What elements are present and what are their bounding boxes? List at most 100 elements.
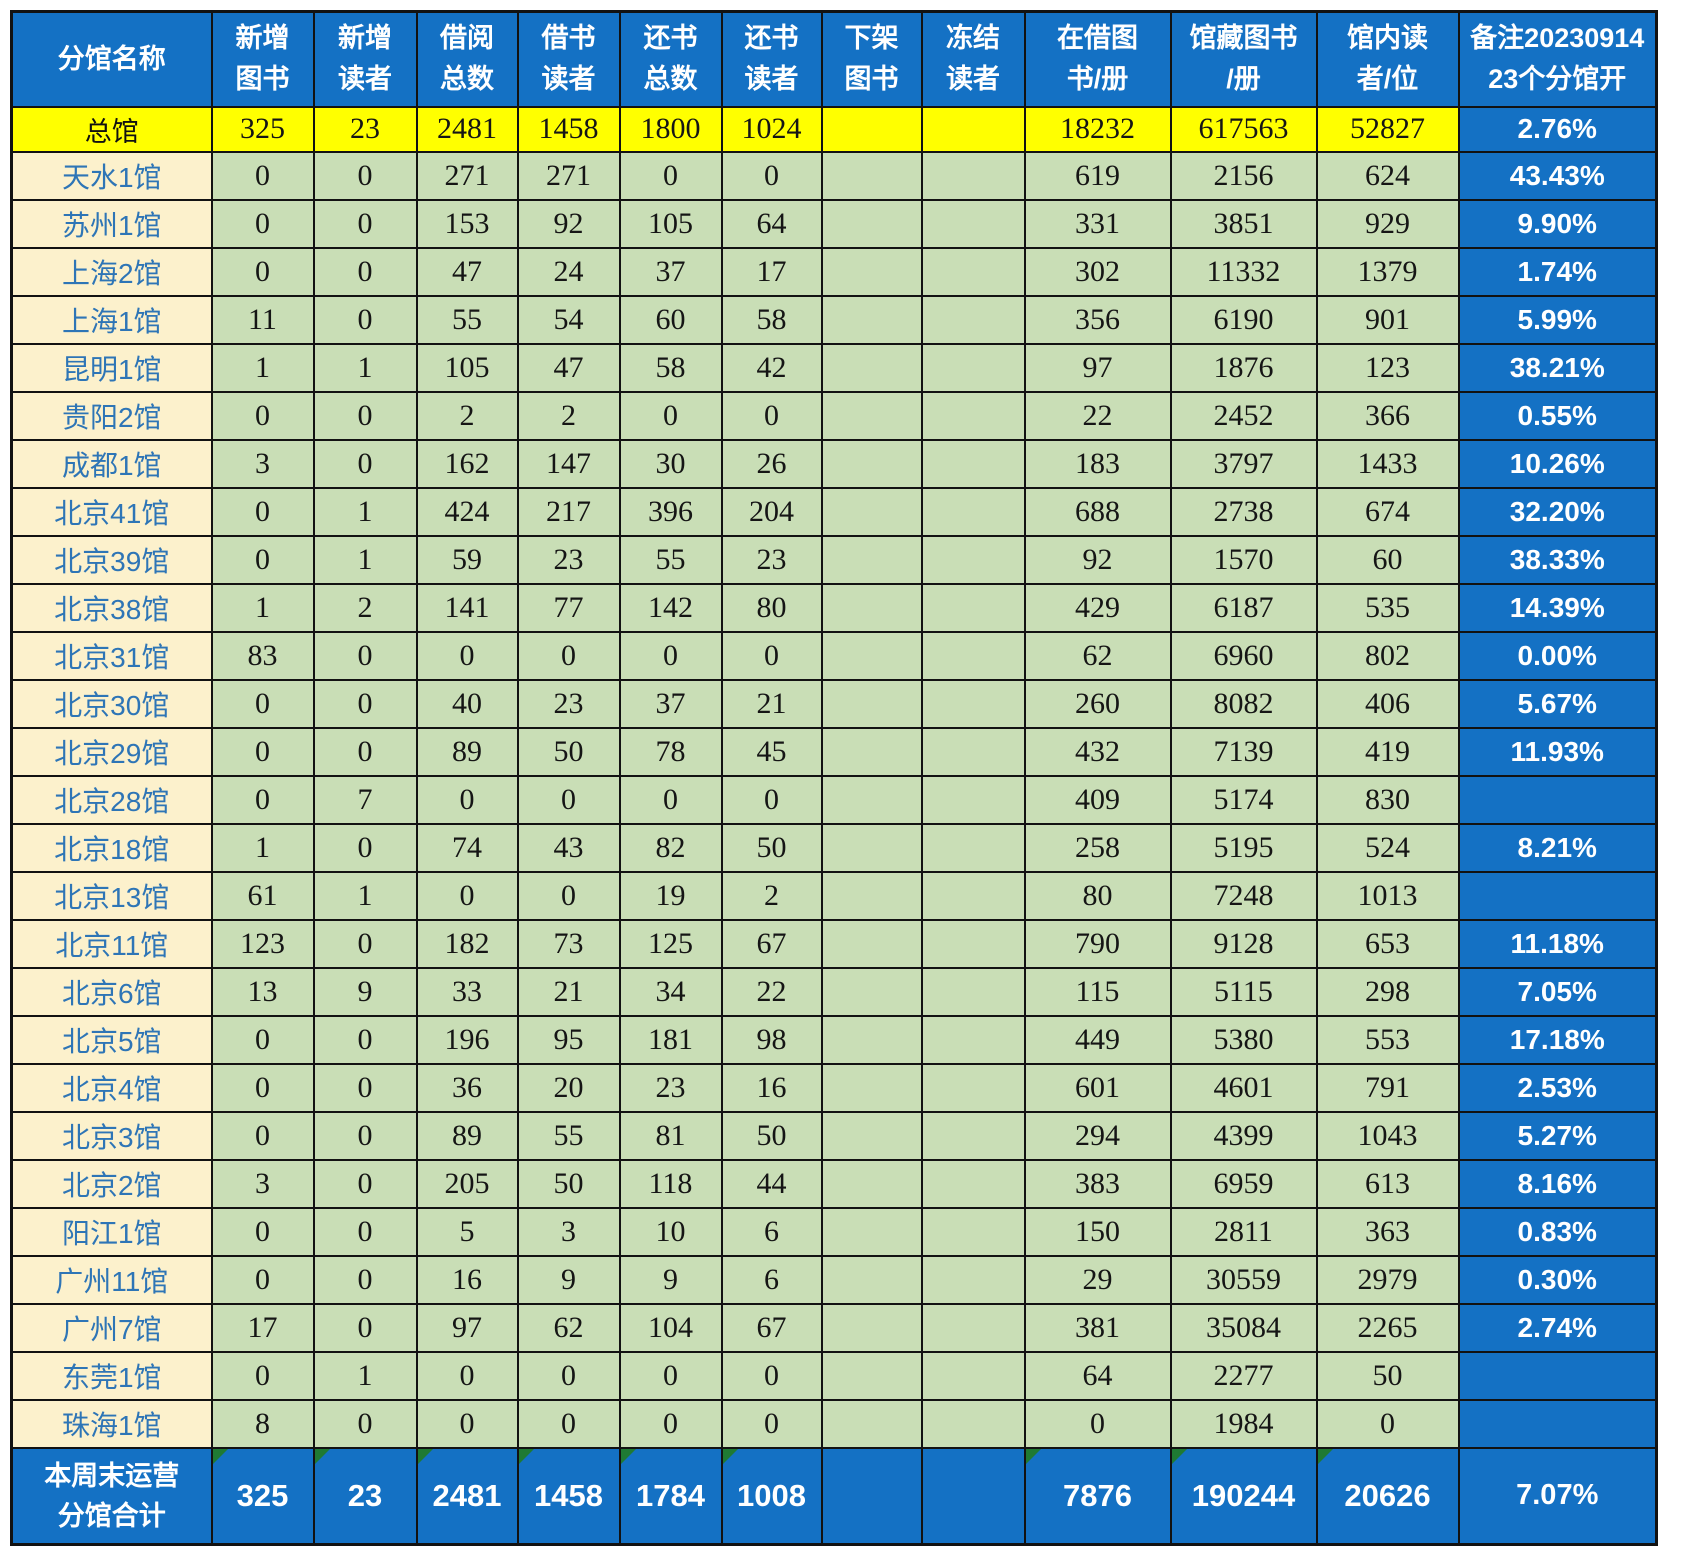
data-cell-removed_books	[820, 246, 923, 297]
data-cell-return_readers: 42	[720, 342, 823, 393]
data-cell-return_total: 396	[618, 486, 723, 537]
data-cell-new_books: 0	[210, 774, 315, 825]
data-cell-borrow_total: 2481	[415, 105, 519, 153]
branch-name-cell: 天水1馆	[10, 150, 213, 201]
data-cell-new_books: 0	[210, 678, 315, 729]
data-cell-readers_in_library: 624	[1315, 150, 1460, 201]
branch-name-cell: 北京41馆	[10, 486, 213, 537]
data-cell-readers_in_library: 524	[1315, 822, 1460, 873]
remark-percentage-cell: 7.05%	[1457, 966, 1658, 1017]
data-cell-readers_in_library: 901	[1315, 294, 1460, 345]
data-cell-return_readers: 16	[720, 1062, 823, 1113]
data-cell-return_readers: 44	[720, 1158, 823, 1209]
data-cell-borrow_readers: 92	[516, 198, 621, 249]
data-cell-borrow_readers: 62	[516, 1302, 621, 1353]
branch-name-cell: 苏州1馆	[10, 198, 213, 249]
data-cell-return_total: 0	[618, 390, 723, 441]
branch-name-cell: 上海1馆	[10, 294, 213, 345]
data-cell-borrow_readers: 217	[516, 486, 621, 537]
data-cell-removed_books	[820, 1398, 923, 1449]
data-cell-frozen_readers	[920, 1110, 1026, 1161]
remark-percentage-cell: 2.76%	[1457, 105, 1658, 153]
data-cell-frozen_readers	[920, 678, 1026, 729]
column-header-borrow_total: 借阅 总数	[415, 10, 519, 108]
data-cell-borrow_readers: 1458	[516, 105, 621, 153]
branch-name-cell: 北京29馆	[10, 726, 213, 777]
data-cell-new_readers: 0	[312, 294, 418, 345]
data-cell-borrow_total: 74	[415, 822, 519, 873]
data-cell-collection_books: 5115	[1169, 966, 1318, 1017]
branch-name-cell: 北京18馆	[10, 822, 213, 873]
data-cell-borrow_total: 36	[415, 1062, 519, 1113]
data-cell-return_readers: 22	[720, 966, 823, 1017]
remark-percentage-cell: 11.18%	[1457, 918, 1658, 969]
table-row: 天水1馆 0 0 271 271 0 0 619 2156 624 43.43%	[10, 150, 1658, 201]
data-cell-borrow_readers: 2	[516, 390, 621, 441]
formula-indicator-triangle	[621, 1449, 636, 1464]
data-cell-books_on_loan: 429	[1023, 582, 1172, 633]
data-cell-collection_books: 3851	[1169, 198, 1318, 249]
data-cell-removed_books	[820, 822, 923, 873]
data-cell-readers_in_library: 1043	[1315, 1110, 1460, 1161]
data-cell-removed_books	[820, 486, 923, 537]
total-row: 本周末运营 分馆合计 325 23 2481 1458 1784 1008 7876 19024…	[10, 1446, 1658, 1546]
data-cell-frozen_readers	[920, 1158, 1026, 1209]
data-cell-return_readers: 50	[720, 1110, 823, 1161]
branch-name-cell: 北京11馆	[10, 918, 213, 969]
data-cell-return_total: 9	[618, 1254, 723, 1305]
data-cell-frozen_readers	[920, 246, 1026, 297]
data-cell-removed_books	[820, 1110, 923, 1161]
formula-indicator-triangle	[1172, 1449, 1187, 1464]
data-cell-readers_in_library: 1433	[1315, 438, 1460, 489]
data-cell-borrow_total: 33	[415, 966, 519, 1017]
data-cell-return_total: 37	[618, 678, 723, 729]
data-cell-new_books: 0	[210, 390, 315, 441]
data-cell-return_total: 0	[618, 1398, 723, 1449]
remark-percentage-cell: 8.16%	[1457, 1158, 1658, 1209]
data-cell-return_total: 1800	[618, 105, 723, 153]
data-cell-return_readers: 21	[720, 678, 823, 729]
data-cell-collection_books: 6960	[1169, 630, 1318, 681]
data-cell-return_readers: 0	[720, 390, 823, 441]
data-cell-removed_books	[820, 1254, 923, 1305]
data-cell-return_readers: 80	[720, 582, 823, 633]
table-row: 广州7馆 17 0 97 62 104 67 381 35084 2265 2.74%	[10, 1302, 1658, 1353]
table-row: 北京31馆 83 0 0 0 0 0 62 6960 802 0.00%	[10, 630, 1658, 681]
data-cell-return_readers: 0	[720, 630, 823, 681]
data-cell-books_on_loan: 92	[1023, 534, 1172, 585]
data-cell-books_on_loan: 150	[1023, 1206, 1172, 1257]
data-cell-new_readers: 0	[312, 150, 418, 201]
data-cell-readers_in_library: 830	[1315, 774, 1460, 825]
data-cell-borrow_total: 153	[415, 198, 519, 249]
data-cell-collection_books: 617563	[1169, 105, 1318, 153]
data-cell-return_total: 0	[618, 630, 723, 681]
table-row: 北京30馆 0 0 40 23 37 21 260 8082 406 5.67%	[10, 678, 1658, 729]
data-cell-readers_in_library: 1379	[1315, 246, 1460, 297]
data-cell-books_on_loan: 0	[1023, 1398, 1172, 1449]
data-cell-return_readers: 0	[720, 1350, 823, 1401]
remark-percentage-cell: 5.99%	[1457, 294, 1658, 345]
data-cell-borrow_total: 47	[415, 246, 519, 297]
data-cell-frozen_readers	[920, 150, 1026, 201]
data-cell-borrow_readers: 24	[516, 246, 621, 297]
data-cell-new_readers: 0	[312, 1302, 418, 1353]
data-cell-removed_books	[820, 1014, 923, 1065]
remark-percentage-cell	[1457, 1398, 1658, 1449]
data-cell-borrow_total: 0	[415, 630, 519, 681]
data-cell-return_readers: 98	[720, 1014, 823, 1065]
data-cell-frozen_readers	[920, 822, 1026, 873]
data-cell-books_on_loan: 22	[1023, 390, 1172, 441]
data-cell-removed_books	[820, 150, 923, 201]
data-cell-return_total: 82	[618, 822, 723, 873]
data-cell-new_books: 1	[210, 342, 315, 393]
data-cell-books_on_loan: 80	[1023, 870, 1172, 921]
formula-indicator-triangle	[519, 1449, 534, 1464]
data-cell-removed_books	[820, 966, 923, 1017]
data-cell-removed_books	[820, 1446, 923, 1546]
data-cell-return_total: 181	[618, 1014, 723, 1065]
data-cell-new_readers: 0	[312, 198, 418, 249]
table-row: 北京39馆 0 1 59 23 55 23 92 1570 60 38.33%	[10, 534, 1658, 585]
data-cell-removed_books	[820, 390, 923, 441]
data-cell-removed_books	[820, 630, 923, 681]
data-cell-readers_in_library: 653	[1315, 918, 1460, 969]
